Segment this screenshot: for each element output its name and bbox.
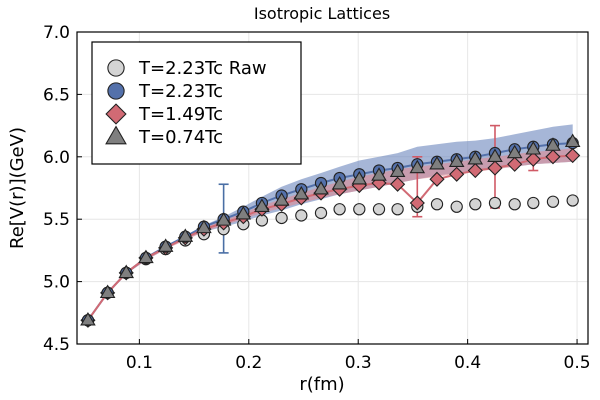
- data-point: [409, 195, 425, 211]
- data-point: [525, 141, 542, 155]
- data-point: [565, 147, 581, 164]
- data-point: [371, 167, 387, 181]
- data-point: [314, 206, 328, 220]
- data-point: [430, 198, 444, 211]
- x-tick-label: 0.5: [564, 353, 591, 373]
- chart-title: Isotropic Lattices: [254, 4, 390, 23]
- data-point: [80, 311, 96, 326]
- data-point: [313, 180, 329, 195]
- data-point: [177, 228, 194, 242]
- data-point: [157, 238, 174, 252]
- data-point: [275, 211, 288, 225]
- legend-marker: [107, 59, 125, 77]
- y-tick-label: 5.0: [43, 273, 70, 293]
- data-point: [389, 163, 406, 178]
- data-points: [80, 133, 581, 328]
- data-point: [429, 155, 445, 170]
- data-point: [353, 203, 366, 216]
- data-point: [527, 196, 540, 210]
- data-point: [99, 284, 116, 299]
- data-point: [488, 196, 502, 210]
- data-point: [545, 137, 561, 151]
- data-point: [196, 219, 212, 234]
- data-point: [448, 153, 465, 168]
- legend-label: T=2.23Tc: [138, 81, 223, 102]
- x-tick-label: 0.1: [126, 353, 153, 373]
- data-point: [273, 192, 290, 206]
- x-tick-label: 0.3: [345, 353, 372, 373]
- data-point: [235, 205, 252, 220]
- x-tick-label: 0.2: [235, 353, 262, 373]
- x-axis-label: r(fm): [299, 374, 344, 395]
- data-point: [333, 203, 346, 216]
- data-point: [254, 198, 270, 212]
- confidence-band: [87, 148, 573, 322]
- data-point: [450, 200, 463, 213]
- data-point: [467, 150, 484, 165]
- data-point: [391, 203, 404, 216]
- y-tick-label: 6.0: [43, 148, 70, 168]
- legend-marker: [105, 103, 127, 125]
- data-point: [429, 171, 445, 187]
- data-point: [372, 203, 386, 216]
- data-point: [295, 209, 308, 222]
- data-point: [564, 133, 581, 148]
- data-point: [118, 264, 135, 279]
- data-point: [506, 144, 523, 159]
- y-tick-label: 5.5: [43, 210, 70, 230]
- data-point: [351, 170, 368, 185]
- confidence-band: [87, 124, 573, 322]
- legend-label: T=2.23Tc Raw: [138, 58, 267, 79]
- x-tick-label: 0.4: [454, 353, 481, 373]
- data-point: [487, 148, 503, 163]
- data-point: [449, 166, 465, 182]
- data-point: [467, 162, 483, 179]
- y-tick-label: 7.0: [43, 23, 70, 43]
- data-point: [138, 249, 154, 264]
- data-point: [507, 156, 523, 172]
- data-point: [525, 151, 541, 167]
- data-point: [545, 149, 561, 165]
- legend-box: [91, 41, 302, 165]
- data-point: [409, 159, 426, 174]
- data-point: [469, 198, 482, 211]
- axis-ticks: 0.1 0.2 0.3 0.4 0.5 4.5 5.0 5.5 6.0 6.5 7.0: [43, 23, 591, 373]
- data-point: [390, 176, 406, 192]
- y-tick-label: 4.5: [43, 335, 70, 355]
- y-axis-label: Re[V(r)](GeV): [7, 127, 28, 249]
- data-point: [566, 194, 579, 207]
- data-point: [546, 195, 560, 208]
- y-tick-label: 6.5: [43, 85, 70, 105]
- data-point: [508, 198, 521, 211]
- data-point: [487, 160, 503, 176]
- legend-marker: [107, 82, 125, 100]
- data-point: [293, 185, 310, 200]
- legend-marker: [105, 125, 127, 145]
- data-point: [331, 175, 348, 190]
- legend-label: T=0.74Tc: [138, 127, 223, 148]
- confidence-bands: [87, 124, 573, 322]
- data-point: [215, 212, 232, 226]
- legend-label: T=1.49Tc: [138, 104, 223, 125]
- plot-frame: [76, 31, 589, 345]
